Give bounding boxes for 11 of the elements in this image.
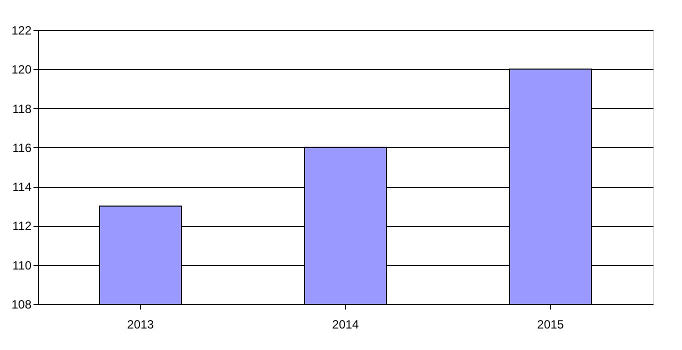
y-tick-label: 120 (11, 62, 32, 77)
y-tick-label: 112 (12, 219, 32, 234)
y-tick-label: 122 (11, 24, 32, 38)
y-tick-label: 108 (11, 298, 32, 312)
y-tick-label: 114 (12, 180, 32, 194)
y-tick-label: 118 (12, 102, 32, 116)
x-tick-label: 2015 (537, 318, 564, 332)
x-tick-label: 2014 (332, 318, 360, 332)
y-tick-label: 110 (12, 258, 32, 272)
y-tick-label: 116 (12, 140, 32, 155)
x-tick-label: 2013 (127, 318, 154, 332)
